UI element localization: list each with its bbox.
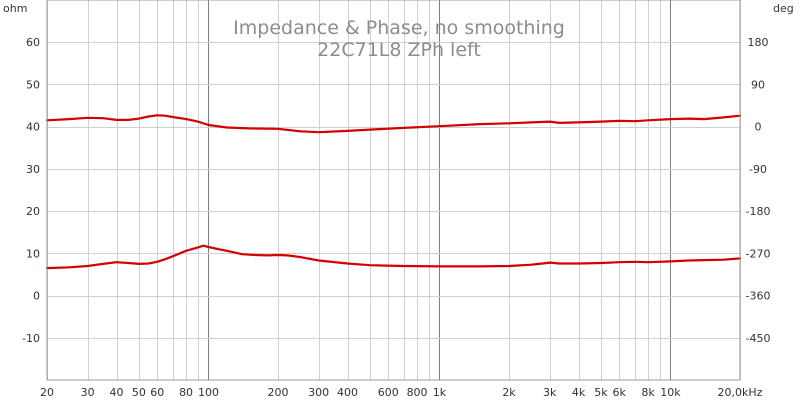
right-tick-label: 180: [748, 36, 769, 49]
x-tick-label: 40: [110, 386, 124, 399]
x-tick-label: 20,0kHz: [718, 386, 763, 399]
x-tick-label: 1k: [433, 386, 447, 399]
series-group: [45, 114, 742, 270]
x-tick-label: 50: [132, 386, 146, 399]
right-axis-unit: deg: [773, 2, 794, 15]
x-tick-label: 30: [81, 386, 95, 399]
plot-border: [46, 0, 741, 381]
series-line-1: [45, 114, 742, 134]
right-tick-label: -270: [746, 247, 771, 260]
x-tick-label: 3k: [543, 386, 557, 399]
x-tick-label: 2k: [502, 386, 516, 399]
left-tick-label: -10: [22, 332, 40, 345]
right-tick-label: -360: [746, 290, 771, 303]
right-tick-label: -90: [749, 163, 767, 176]
series-line-2: [45, 244, 742, 270]
x-tick-label: 200: [268, 386, 289, 399]
grid: [47, 0, 741, 380]
left-tick-label: 0: [33, 290, 40, 303]
x-tick-label: 6k: [613, 386, 627, 399]
x-tick-label: 300: [308, 386, 329, 399]
x-tick-label: 600: [378, 386, 399, 399]
left-tick-label: 30: [26, 163, 40, 176]
tick-labels: -10 0 10 20 30 40 50 60 -450 -360 -270 -180 -90 0 90 18…: [22, 36, 770, 399]
left-tick-label: 20: [26, 205, 40, 218]
left-tick-label: 50: [26, 78, 40, 91]
left-tick-label: 60: [26, 36, 40, 49]
chart-subtitle: 22C71L8 ZPh left: [317, 39, 481, 61]
x-tick-label: 60: [150, 386, 164, 399]
x-tick-label: 100: [198, 386, 219, 399]
x-tick-label: 400: [337, 386, 358, 399]
left-tick-label: 10: [26, 247, 40, 260]
plot-background: [47, 0, 740, 380]
x-tick-label: 80: [179, 386, 193, 399]
left-tick-label: 40: [26, 121, 40, 134]
x-tick-label: 20: [40, 386, 54, 399]
right-tick-label: 0: [755, 121, 762, 134]
x-tick-label: 10k: [660, 386, 681, 399]
right-tick-label: -450: [746, 332, 771, 345]
x-tick-label: 4k: [572, 386, 586, 399]
x-tick-label: 8k: [641, 386, 655, 399]
x-tick-label: 5k: [594, 386, 608, 399]
chart-title: Impedance & Phase, no smoothing: [233, 17, 565, 39]
x-tick-label: 800: [407, 386, 428, 399]
left-axis-unit: ohm: [3, 2, 27, 15]
right-tick-label: 90: [751, 78, 765, 91]
right-tick-label: -180: [746, 205, 771, 218]
